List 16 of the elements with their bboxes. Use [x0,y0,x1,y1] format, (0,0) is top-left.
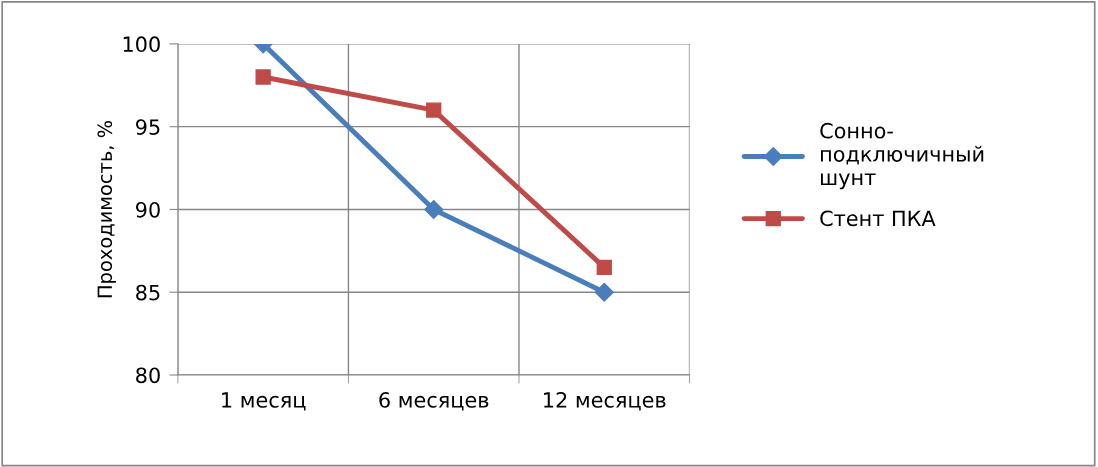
y-axis-title: Проходимость, % [97,120,116,298]
y-tick-label: 80 [136,367,160,384]
point [594,282,614,302]
legend-label: Сонно- подключичный шунт [820,122,984,190]
y-tick-label: 90 [136,201,160,218]
y-tick-label: 100 [123,36,160,53]
point [255,69,271,85]
point [596,259,612,276]
y-tick-label: 85 [136,284,160,301]
point [426,102,442,118]
y-tick-label: 95 [136,119,160,135]
x-tick-label: 6 месяцев [379,392,489,411]
x-tick-label: 1 месяц [222,392,306,411]
point [424,199,444,219]
x-tick-label: 12 месяцев [544,392,666,411]
legend-label: Стент ПКА [820,210,936,227]
